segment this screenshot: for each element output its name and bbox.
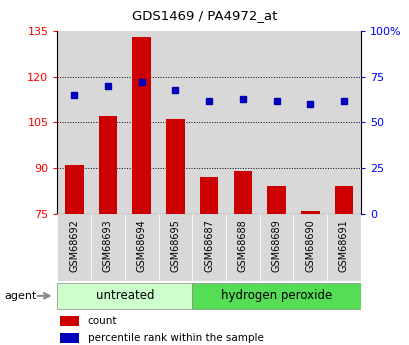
- Bar: [326, 214, 360, 281]
- Bar: [192, 31, 225, 214]
- Bar: [166, 119, 184, 214]
- Text: GDS1469 / PA4972_at: GDS1469 / PA4972_at: [132, 9, 277, 22]
- Bar: [300, 211, 319, 214]
- Text: untreated: untreated: [95, 289, 154, 302]
- Bar: [60, 333, 79, 343]
- Bar: [293, 31, 326, 214]
- Text: GSM68687: GSM68687: [204, 219, 213, 272]
- Bar: [57, 214, 91, 281]
- Text: GSM68690: GSM68690: [304, 219, 315, 272]
- Text: GSM68689: GSM68689: [271, 219, 281, 272]
- Text: percentile rank within the sample: percentile rank within the sample: [88, 333, 263, 343]
- Bar: [124, 214, 158, 281]
- Bar: [259, 31, 293, 214]
- Bar: [233, 171, 252, 214]
- Text: GSM68691: GSM68691: [338, 219, 348, 272]
- Bar: [259, 214, 293, 281]
- Bar: [192, 283, 360, 309]
- Bar: [225, 214, 259, 281]
- Text: GSM68692: GSM68692: [69, 219, 79, 272]
- Text: agent: agent: [4, 291, 36, 301]
- Text: GSM68695: GSM68695: [170, 219, 180, 272]
- Bar: [132, 37, 151, 214]
- Bar: [124, 31, 158, 214]
- Bar: [192, 214, 225, 281]
- Bar: [199, 177, 218, 214]
- Bar: [57, 283, 192, 309]
- Text: GSM68693: GSM68693: [103, 219, 113, 272]
- Bar: [158, 31, 192, 214]
- Text: count: count: [88, 316, 117, 326]
- Bar: [99, 116, 117, 214]
- Text: GSM68688: GSM68688: [237, 219, 247, 272]
- Bar: [293, 214, 326, 281]
- Bar: [334, 186, 353, 214]
- Bar: [326, 31, 360, 214]
- Bar: [65, 165, 83, 214]
- Bar: [91, 214, 124, 281]
- Bar: [267, 186, 285, 214]
- Bar: [225, 31, 259, 214]
- Bar: [158, 214, 192, 281]
- Text: hydrogen peroxide: hydrogen peroxide: [220, 289, 331, 302]
- Bar: [57, 31, 91, 214]
- Text: GSM68694: GSM68694: [136, 219, 146, 272]
- Bar: [60, 316, 79, 326]
- Bar: [91, 31, 124, 214]
